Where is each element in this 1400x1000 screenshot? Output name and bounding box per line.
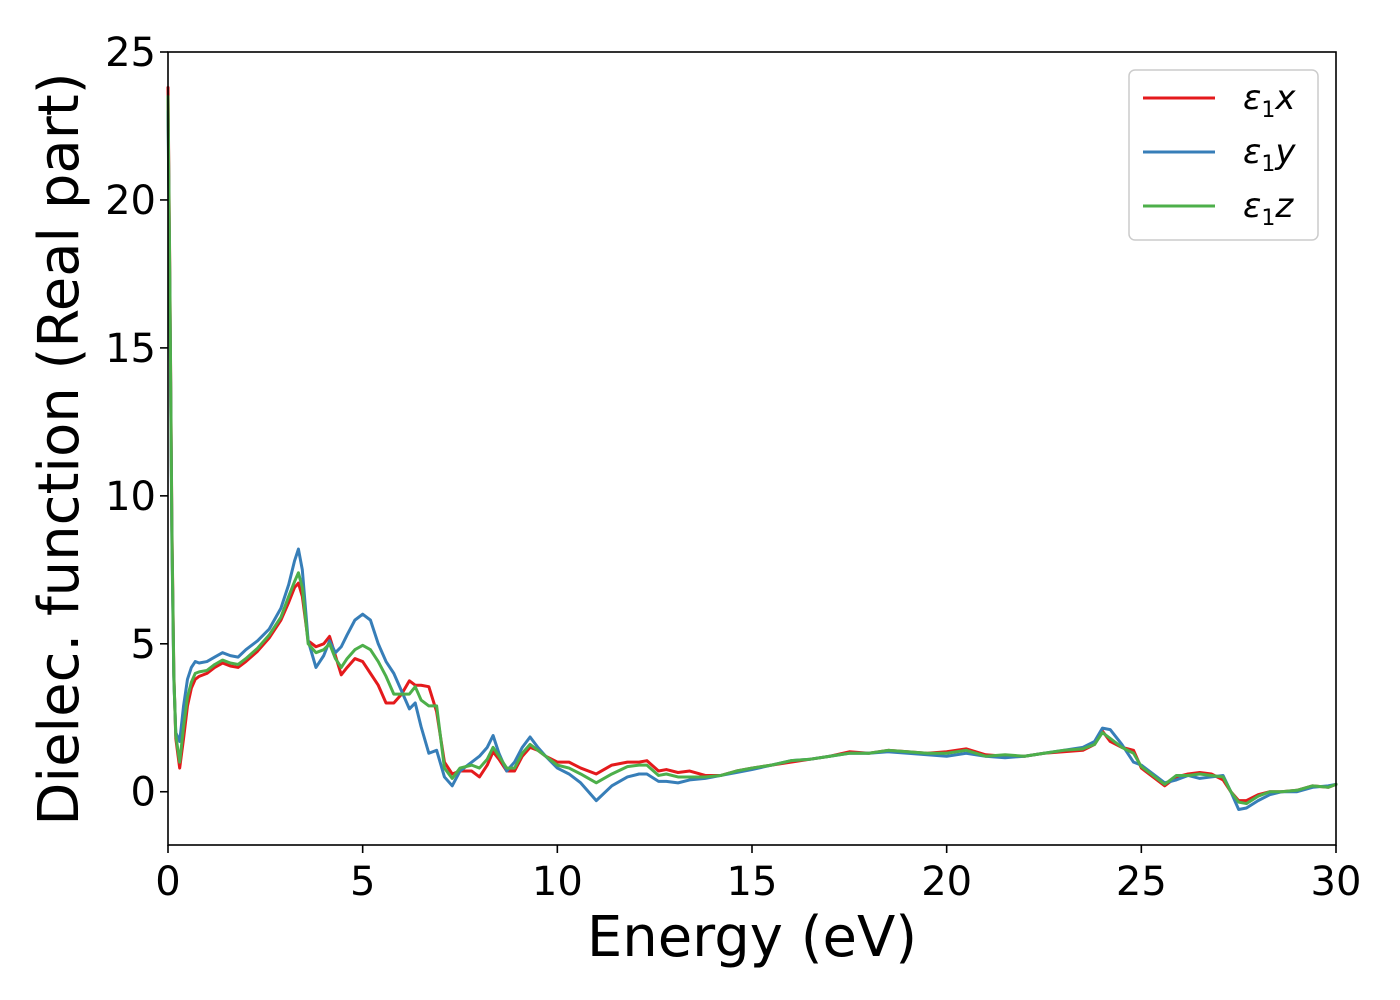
y-tick-label: 20 bbox=[105, 178, 156, 224]
legend-box bbox=[1128, 69, 1319, 241]
series-line-z bbox=[166, 94, 1338, 806]
y-tick-label: 25 bbox=[105, 30, 156, 76]
y-tick-label: 5 bbox=[131, 622, 156, 668]
x-axis: 0 5 10 15 20 25 30 bbox=[155, 845, 1361, 905]
series-layer bbox=[166, 86, 1338, 811]
x-tick-label: 10 bbox=[532, 859, 583, 905]
legend: ε1x ε1y ε1z bbox=[1128, 69, 1319, 241]
x-axis-title: Energy (eV) bbox=[587, 905, 917, 970]
x-tick-label: 15 bbox=[727, 859, 778, 905]
y-axis-title: Dielec. function (Real part) bbox=[27, 72, 92, 825]
x-tick-label: 20 bbox=[921, 859, 972, 905]
legend-entries: ε1x ε1y ε1z bbox=[1143, 78, 1296, 231]
x-tick-label: 30 bbox=[1311, 859, 1362, 905]
legend-label-y: ε1y bbox=[1243, 132, 1296, 177]
y-axis: 0 5 10 15 20 25 bbox=[105, 30, 168, 816]
y-tick-label: 10 bbox=[105, 474, 156, 520]
x-tick-label: 0 bbox=[155, 859, 180, 905]
y-tick-label: 0 bbox=[131, 770, 156, 816]
x-tick-label: 25 bbox=[1116, 859, 1167, 905]
legend-label-x: ε1x bbox=[1243, 78, 1296, 123]
x-tick-label: 5 bbox=[350, 859, 375, 905]
y-tick-label: 15 bbox=[105, 326, 156, 372]
legend-label-z: ε1z bbox=[1243, 186, 1294, 231]
